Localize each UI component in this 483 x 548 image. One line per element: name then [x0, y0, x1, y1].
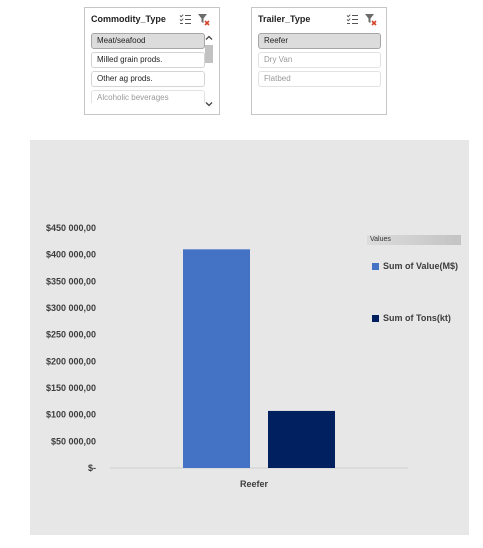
y-tick-label: $250 000,00: [46, 330, 96, 340]
legend-label: Sum of Tons(kt): [383, 313, 451, 323]
y-tick-label: $50 000,00: [51, 436, 96, 446]
chevron-down-icon[interactable]: [204, 99, 214, 109]
y-tick-label: $150 000,00: [46, 383, 96, 393]
chevron-up-icon[interactable]: [204, 33, 214, 43]
slicer-item-meat-seafood[interactable]: Meat/seafood: [91, 33, 205, 49]
y-axis: $- $50 000,00 $100 000,00 $150 000,00 $200 0…: [46, 223, 96, 473]
legend-swatch-tons: [372, 315, 379, 322]
scroll-thumb[interactable]: [205, 45, 213, 63]
slicer-item-flatbed[interactable]: Flatbed: [258, 71, 381, 87]
bar-value-reefer[interactable]: [183, 249, 250, 468]
legend-label: Sum of Value(M$): [383, 261, 459, 271]
chart-plot: $- $50 000,00 $100 000,00 $150 000,00 $200 0…: [46, 223, 408, 489]
multi-select-icon[interactable]: [179, 13, 192, 26]
slicer-header: Trailer_Type: [252, 8, 386, 32]
pivot-chart[interactable]: $- $50 000,00 $100 000,00 $150 000,00 $200 0…: [30, 140, 469, 535]
y-tick-label: $450 000,00: [46, 223, 96, 233]
trailer-type-slicer: Trailer_Type Reefer Dry Van Flatbed: [251, 7, 387, 115]
legend-title: Values: [367, 235, 461, 245]
y-tick-label: $-: [88, 463, 96, 473]
slicer-scrollbar[interactable]: [204, 33, 214, 109]
commodity-type-slicer: Commodity_Type Meat/seafood Milled grain…: [84, 7, 220, 115]
clear-filter-icon[interactable]: [364, 13, 377, 26]
y-tick-label: $300 000,00: [46, 303, 96, 313]
x-axis: Reefer: [240, 479, 269, 489]
legend-swatch-value: [372, 263, 379, 270]
y-tick-label: $400 000,00: [46, 250, 96, 260]
slicer-item-alcoholic-beverages[interactable]: Alcoholic beverages: [91, 90, 205, 103]
slicer-header: Commodity_Type: [85, 8, 219, 32]
slicer-title: Commodity_Type: [91, 14, 166, 24]
slicer-item-milled-grain[interactable]: Milled grain prods.: [91, 52, 205, 68]
clear-filter-icon[interactable]: [197, 13, 210, 26]
slicer-title: Trailer_Type: [258, 14, 311, 24]
bar-tons-reefer[interactable]: [268, 410, 335, 468]
slicer-item-reefer[interactable]: Reefer: [258, 33, 381, 49]
bars: [183, 249, 335, 468]
y-tick-label: $350 000,00: [46, 276, 96, 286]
slicer-item-other-ag[interactable]: Other ag prods.: [91, 71, 205, 87]
y-tick-label: $100 000,00: [46, 410, 96, 420]
multi-select-icon[interactable]: [346, 13, 359, 26]
y-tick-label: $200 000,00: [46, 356, 96, 366]
x-category-label: Reefer: [240, 479, 269, 489]
slicer-item-dry-van[interactable]: Dry Van: [258, 52, 381, 68]
